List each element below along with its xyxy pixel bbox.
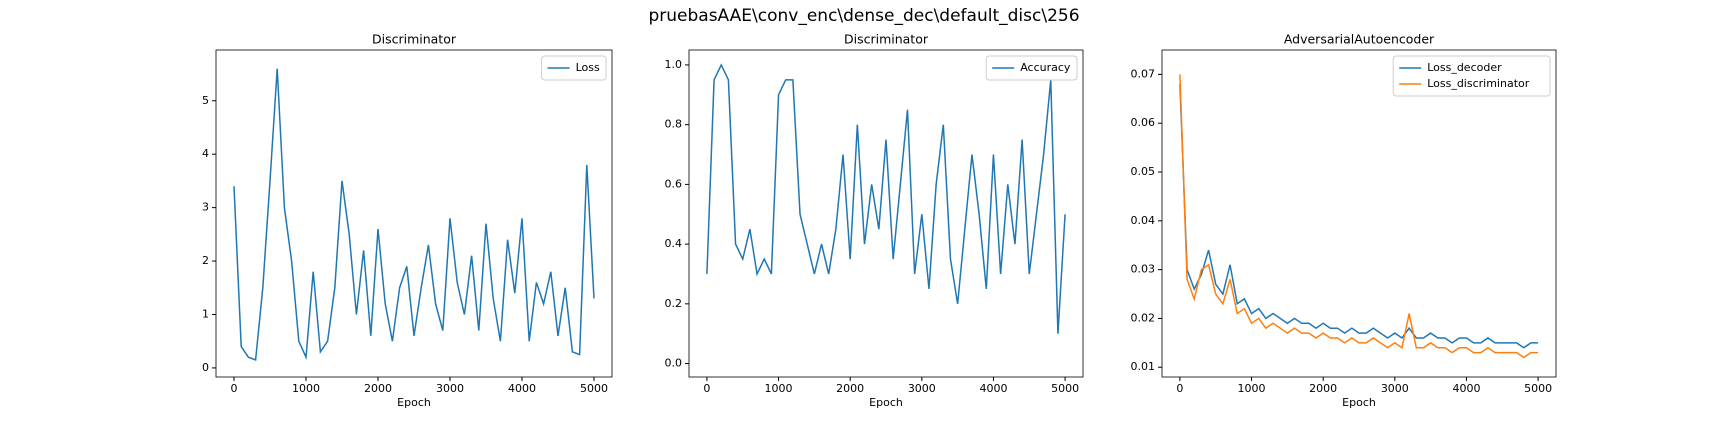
x-tick-label: 0 bbox=[703, 382, 710, 395]
y-tick-label: 0.4 bbox=[665, 237, 683, 250]
y-tick-label: 0.03 bbox=[1131, 263, 1156, 276]
y-tick-label: 0.2 bbox=[665, 297, 683, 310]
y-tick-label: 0.06 bbox=[1131, 116, 1156, 129]
axes-title: Discriminator bbox=[844, 32, 929, 47]
legend-label: Accuracy bbox=[1020, 61, 1071, 74]
y-tick-label: 0 bbox=[202, 361, 209, 374]
y-tick-label: 0.6 bbox=[665, 177, 683, 190]
line-series bbox=[233, 68, 595, 361]
x-tick-label: 1000 bbox=[1238, 382, 1266, 395]
x-tick-label: 0 bbox=[1176, 382, 1183, 395]
y-tick-label: 1 bbox=[202, 307, 209, 320]
x-tick-label: 1000 bbox=[292, 382, 320, 395]
x-tick-label: 3000 bbox=[436, 382, 464, 395]
y-tick-label: 1.0 bbox=[665, 58, 683, 71]
x-tick-label: 5000 bbox=[1051, 382, 1079, 395]
y-tick-label: 0.07 bbox=[1131, 67, 1156, 80]
axes-frame bbox=[1161, 49, 1557, 378]
x-axis-label: Epoch bbox=[397, 396, 431, 409]
y-tick-label: 0.04 bbox=[1131, 214, 1156, 227]
x-tick-label: 1000 bbox=[765, 382, 793, 395]
x-axis-label: Epoch bbox=[869, 396, 903, 409]
y-tick-label: 3 bbox=[202, 201, 209, 214]
figure-title: pruebasAAE\conv_enc\dense_dec\default_di… bbox=[648, 6, 1079, 26]
legend-box bbox=[985, 55, 1078, 81]
line-series bbox=[706, 63, 1066, 334]
x-tick-label: 5000 bbox=[1524, 382, 1552, 395]
x-axis-label: Epoch bbox=[1342, 396, 1376, 409]
x-tick-label: 0 bbox=[231, 382, 238, 395]
x-tick-label: 2000 bbox=[836, 382, 864, 395]
x-tick-label: 2000 bbox=[1309, 382, 1337, 395]
legend-label: Loss bbox=[576, 61, 600, 74]
y-tick-label: 0.05 bbox=[1131, 165, 1156, 178]
axes-frame bbox=[215, 49, 613, 378]
y-tick-label: 2 bbox=[202, 254, 209, 267]
legend-box bbox=[1392, 55, 1551, 97]
legend-label: Loss_discriminator bbox=[1427, 77, 1530, 90]
x-tick-label: 4000 bbox=[979, 382, 1007, 395]
x-tick-label: 4000 bbox=[1452, 382, 1480, 395]
legend-box bbox=[541, 55, 607, 81]
y-tick-label: 0.01 bbox=[1131, 360, 1156, 373]
y-tick-label: 4 bbox=[202, 147, 209, 160]
x-tick-label: 4000 bbox=[508, 382, 536, 395]
x-tick-label: 5000 bbox=[580, 382, 608, 395]
x-tick-label: 3000 bbox=[908, 382, 936, 395]
line-series bbox=[1179, 74, 1539, 359]
y-tick-label: 0.0 bbox=[665, 357, 683, 370]
y-tick-label: 0.8 bbox=[665, 118, 683, 131]
legend-label: Loss_decoder bbox=[1427, 61, 1502, 74]
y-tick-label: 0.02 bbox=[1131, 311, 1156, 324]
axes-title: AdversarialAutoencoder bbox=[1284, 32, 1435, 47]
x-tick-label: 2000 bbox=[364, 382, 392, 395]
axes-title: Discriminator bbox=[372, 32, 457, 47]
x-tick-label: 3000 bbox=[1381, 382, 1409, 395]
y-tick-label: 5 bbox=[202, 94, 209, 107]
line-series bbox=[1179, 84, 1539, 349]
axes-frame bbox=[688, 49, 1084, 378]
